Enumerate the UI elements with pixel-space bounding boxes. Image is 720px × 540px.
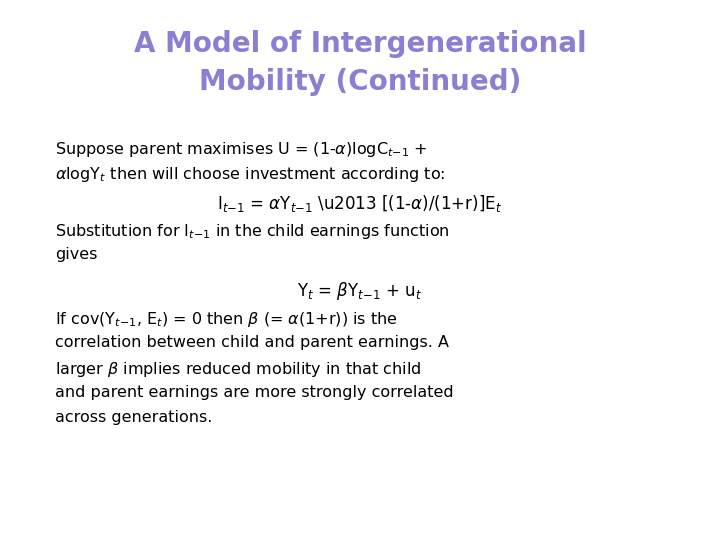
Text: across generations.: across generations. xyxy=(55,410,212,425)
Text: larger $\beta$ implies reduced mobility in that child: larger $\beta$ implies reduced mobility … xyxy=(55,360,421,379)
Text: and parent earnings are more strongly correlated: and parent earnings are more strongly co… xyxy=(55,385,454,400)
Text: correlation between child and parent earnings. A: correlation between child and parent ear… xyxy=(55,335,449,350)
Text: If cov(Y$_{t\mathregular{-}1}$, E$_t$) = 0 then $\beta$ (= $\alpha$(1+r)) is the: If cov(Y$_{t\mathregular{-}1}$, E$_t$) =… xyxy=(55,310,397,329)
Text: $\alpha$logY$_t$ then will choose investment according to:: $\alpha$logY$_t$ then will choose invest… xyxy=(55,165,445,184)
Text: Substitution for I$_{t\mathregular{-}1}$ in the child earnings function: Substitution for I$_{t\mathregular{-}1}$… xyxy=(55,222,450,241)
Text: Y$_t$ = $\beta$Y$_{t\mathregular{-}1}$ + u$_t$: Y$_t$ = $\beta$Y$_{t\mathregular{-}1}$ +… xyxy=(297,280,423,302)
Text: I$_{t\mathregular{-}1}$ = $\alpha$Y$_{t\mathregular{-}1}$ \u2013 [(1-$\alpha$)/(: I$_{t\mathregular{-}1}$ = $\alpha$Y$_{t\… xyxy=(217,193,503,214)
Text: Mobility (Continued): Mobility (Continued) xyxy=(199,68,521,96)
Text: gives: gives xyxy=(55,247,97,262)
Text: A Model of Intergenerational: A Model of Intergenerational xyxy=(134,30,586,58)
Text: Suppose parent maximises U = (1-$\alpha$)logC$_{t\mathregular{-}1}$ +: Suppose parent maximises U = (1-$\alpha$… xyxy=(55,140,428,159)
